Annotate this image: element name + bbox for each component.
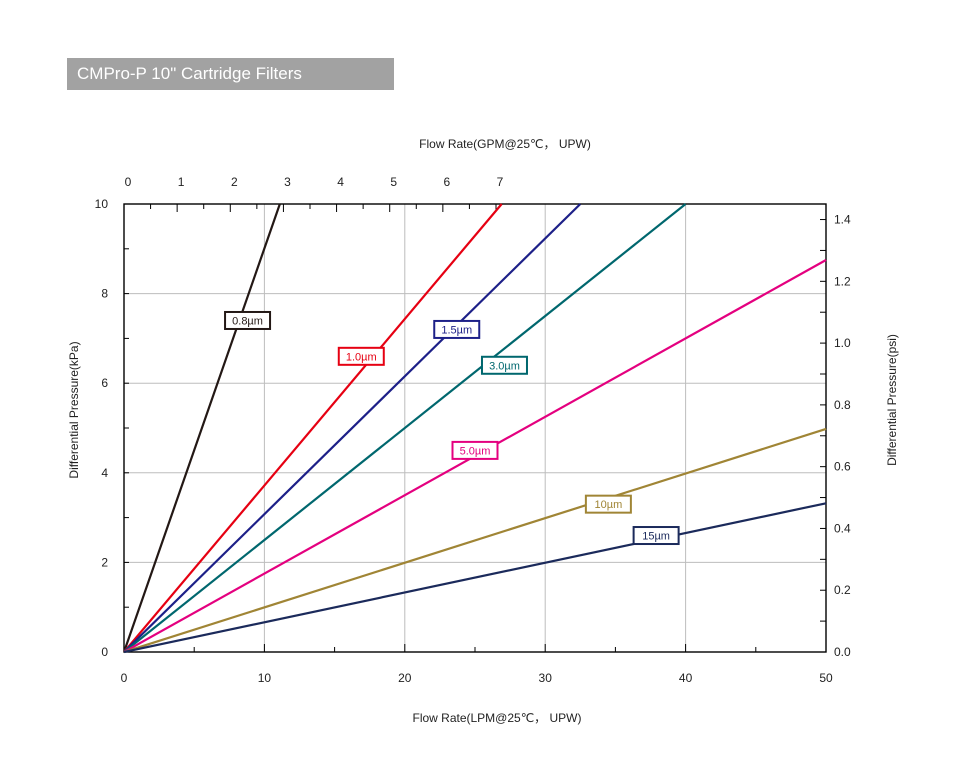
series-line (123, 427, 827, 654)
bottom-x-axis-label: Flow Rate(LPM@25℃， UPW) (412, 711, 581, 725)
series-label: 1.0µm (337, 346, 385, 366)
series-line (123, 203, 503, 653)
top-tick-label: 1 (178, 175, 185, 189)
grid-layer (124, 204, 826, 652)
chart-title: CMPro-P 10" Cartridge Filters (77, 64, 302, 83)
series-label-box (584, 494, 632, 514)
series-line (123, 502, 827, 654)
right-tick-label: 1.4 (834, 213, 851, 227)
series-label: 15µm (632, 526, 680, 546)
top-tick-label: 5 (390, 175, 397, 189)
chart-title-bar: CMPro-P 10" Cartridge Filters (67, 58, 394, 90)
series-label-box (451, 440, 499, 460)
top-x-axis-label: Flow Rate(GPM@25℃， UPW) (419, 137, 591, 151)
left-tick-label: 0 (101, 645, 108, 659)
bottom-tick-label: 40 (679, 671, 693, 685)
series-label-box (632, 526, 680, 546)
top-tick-label: 2 (231, 175, 238, 189)
right-tick-label: 0.8 (834, 398, 851, 412)
left-tick-label: 6 (101, 376, 108, 390)
series-label-box (433, 319, 481, 339)
bottom-tick-label: 30 (539, 671, 553, 685)
right-tick-label: 0.6 (834, 460, 851, 474)
right-tick-label: 1.2 (834, 274, 851, 288)
series-label: 3.0µm (480, 355, 528, 375)
series-label-text: 3.0µm (489, 360, 520, 372)
series-label-text: 5.0µm (460, 445, 491, 457)
series-layer (122, 203, 827, 654)
series-line (122, 203, 281, 653)
series-label-text: 1.0µm (346, 351, 377, 363)
right-y-axis-label: Differential Pressure(psi) (885, 334, 899, 466)
bottom-tick-label: 20 (398, 671, 412, 685)
series-label-text: 15µm (642, 531, 670, 543)
top-tick-label: 7 (497, 175, 504, 189)
right-tick-label: 0.0 (834, 645, 851, 659)
left-tick-label: 10 (95, 197, 109, 211)
bottom-tick-label: 10 (258, 671, 272, 685)
series-label-box (480, 355, 528, 375)
plot-frame (123, 203, 827, 653)
series-label-box (224, 310, 272, 330)
right-tick-label: 1.0 (834, 336, 851, 350)
top-tick-label: 6 (444, 175, 451, 189)
series-label: 1.5µm (433, 319, 481, 339)
left-y-axis-label: Differential Pressure(kPa) (67, 341, 81, 478)
left-tick-label: 8 (101, 287, 108, 301)
minor-ticks (124, 204, 826, 652)
right-tick-label: 0.2 (834, 583, 851, 597)
series-label-text: 0.8µm (232, 315, 263, 327)
series-label-text: 1.5µm (441, 324, 472, 336)
top-tick-label: 4 (337, 175, 344, 189)
bottom-tick-label: 50 (819, 671, 833, 685)
series-line (123, 203, 582, 653)
right-tick-label: 0.4 (834, 521, 851, 535)
series-label-box (337, 346, 385, 366)
series-label: 10µm (584, 494, 632, 514)
left-tick-label: 2 (101, 555, 108, 569)
top-tick-label: 3 (284, 175, 291, 189)
series-line (123, 203, 687, 653)
series-label: 5.0µm (451, 440, 499, 460)
bottom-tick-label: 0 (121, 671, 128, 685)
left-tick-label: 4 (101, 466, 108, 480)
series-label-layer: 0.8µm 1.0µm 1.5µm 3.0µm 5.0µm 10µm 15µm (224, 310, 680, 546)
series-label: 0.8µm (224, 310, 272, 330)
series-label-text: 10µm (595, 499, 623, 511)
top-tick-label: 0 (125, 175, 132, 189)
tick-label-layer: 0 10 20 30 40 50 0 2 4 6 8 10 0 1 2 3 4 5 6 7 0.0 0.2 0.4 0.6 0.… (95, 175, 851, 685)
